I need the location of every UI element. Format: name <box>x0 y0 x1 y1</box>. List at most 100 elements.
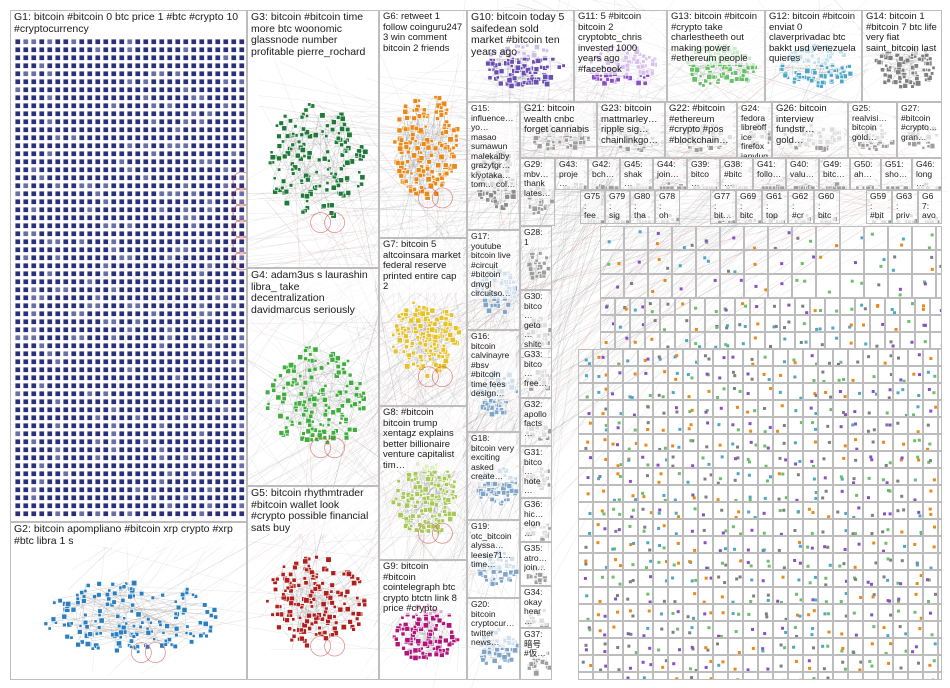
mini-cluster-cell[interactable] <box>878 468 893 485</box>
mini-cluster-cell[interactable] <box>653 468 668 485</box>
mini-cluster-cell[interactable] <box>758 536 773 553</box>
mini-cluster-cell[interactable] <box>593 383 608 400</box>
mini-cluster-cell[interactable] <box>638 366 653 383</box>
mini-cluster-cell[interactable] <box>893 655 908 672</box>
mini-cluster-cell[interactable] <box>623 621 638 638</box>
mini-cluster-cell[interactable] <box>600 332 615 349</box>
mini-cluster-cell[interactable] <box>672 274 696 298</box>
mini-cluster-cell[interactable] <box>893 536 908 553</box>
mini-cluster-cell[interactable] <box>623 655 638 672</box>
mini-cluster-cell[interactable] <box>870 332 885 349</box>
mini-cluster-cell[interactable] <box>683 655 698 672</box>
mini-cluster-cell[interactable] <box>848 366 863 383</box>
mini-cluster-cell[interactable] <box>638 536 653 553</box>
mini-cluster-cell[interactable] <box>645 332 660 349</box>
mini-cluster-cell[interactable] <box>713 434 728 451</box>
mini-cluster-cell[interactable] <box>878 349 893 366</box>
mini-cluster-cell[interactable] <box>938 366 942 383</box>
mini-cluster-cell[interactable] <box>864 250 888 274</box>
mini-cluster-cell[interactable] <box>792 250 816 274</box>
mini-cluster-cell[interactable] <box>938 672 942 680</box>
mini-cluster-cell[interactable] <box>698 621 713 638</box>
mini-cluster-cell[interactable] <box>578 672 593 680</box>
mini-cluster-cell[interactable] <box>683 366 698 383</box>
mini-cluster-cell[interactable] <box>698 383 713 400</box>
mini-cluster-cell[interactable] <box>803 468 818 485</box>
mini-cluster-cell[interactable] <box>758 621 773 638</box>
mini-cluster-cell[interactable] <box>878 417 893 434</box>
mini-cluster-cell[interactable] <box>863 621 878 638</box>
mini-cluster-cell[interactable] <box>893 468 908 485</box>
mini-cluster-cell[interactable] <box>750 315 765 332</box>
mini-cluster-cell[interactable] <box>938 536 942 553</box>
mini-cluster-cell[interactable] <box>720 315 735 332</box>
mini-cluster-cell[interactable] <box>878 366 893 383</box>
mini-cluster-cell[interactable] <box>728 383 743 400</box>
mini-cluster-cell[interactable] <box>608 536 623 553</box>
mini-cluster-cell[interactable] <box>578 417 593 434</box>
mini-cluster-cell[interactable] <box>788 604 803 621</box>
mini-cluster-cell[interactable] <box>923 400 938 417</box>
mini-cluster-cell[interactable] <box>855 298 870 315</box>
mini-cluster-cell[interactable] <box>608 366 623 383</box>
mini-cluster-cell[interactable] <box>848 434 863 451</box>
mini-cluster-cell[interactable] <box>803 536 818 553</box>
mini-cluster-cell[interactable] <box>848 672 863 680</box>
mini-cluster-cell[interactable] <box>683 451 698 468</box>
mini-cluster-cell[interactable] <box>863 383 878 400</box>
mini-cluster-cell[interactable] <box>912 250 936 274</box>
mini-cluster-cell[interactable] <box>818 638 833 655</box>
mini-cluster-cell[interactable] <box>645 315 660 332</box>
mini-cluster-cell[interactable] <box>578 638 593 655</box>
mini-cluster-cell[interactable] <box>863 417 878 434</box>
mini-cluster-cell[interactable] <box>773 502 788 519</box>
mini-cluster-cell[interactable] <box>623 434 638 451</box>
mini-cluster-cell[interactable] <box>743 485 758 502</box>
mini-cluster-cell[interactable] <box>788 468 803 485</box>
mini-cluster-cell[interactable] <box>788 638 803 655</box>
mini-cluster-cell[interactable] <box>728 417 743 434</box>
mini-cluster-cell[interactable] <box>698 570 713 587</box>
mini-cluster-cell[interactable] <box>863 468 878 485</box>
mini-cluster-cell[interactable] <box>788 451 803 468</box>
mini-cluster-cell[interactable] <box>863 570 878 587</box>
mini-cluster-cell[interactable] <box>675 298 690 315</box>
mini-cluster-cell[interactable] <box>885 315 900 332</box>
mini-cluster-cell[interactable] <box>864 226 888 250</box>
mini-cluster-cell[interactable] <box>938 434 942 451</box>
mini-cluster-cell[interactable] <box>848 485 863 502</box>
mini-cluster-cell[interactable] <box>743 621 758 638</box>
mini-cluster-cell[interactable] <box>653 349 668 366</box>
mini-cluster-cell[interactable] <box>915 298 930 315</box>
mini-cluster-cell[interactable] <box>788 502 803 519</box>
mini-cluster-cell[interactable] <box>818 502 833 519</box>
mini-cluster-cell[interactable] <box>780 315 795 332</box>
mini-cluster-cell[interactable] <box>888 250 912 274</box>
mini-cluster-cell[interactable] <box>833 417 848 434</box>
mini-cluster-cell[interactable] <box>863 349 878 366</box>
mini-cluster-cell[interactable] <box>743 638 758 655</box>
mini-cluster-cell[interactable] <box>653 570 668 587</box>
mini-cluster-cell[interactable] <box>938 604 942 621</box>
mini-cluster-cell[interactable] <box>743 604 758 621</box>
mini-cluster-cell[interactable] <box>864 274 888 298</box>
mini-cluster-cell[interactable] <box>675 332 690 349</box>
mini-cluster-cell[interactable] <box>810 332 825 349</box>
mini-cluster-cell[interactable] <box>593 468 608 485</box>
mini-cluster-cell[interactable] <box>908 536 923 553</box>
mini-cluster-cell[interactable] <box>668 400 683 417</box>
mini-cluster-cell[interactable] <box>743 587 758 604</box>
mini-cluster-cell[interactable] <box>768 274 792 298</box>
mini-cluster-cell[interactable] <box>908 672 923 680</box>
mini-cluster-cell[interactable] <box>675 315 690 332</box>
mini-cluster-cell[interactable] <box>773 604 788 621</box>
mini-cluster-cell[interactable] <box>713 485 728 502</box>
mini-cluster-cell[interactable] <box>908 604 923 621</box>
mini-cluster-cell[interactable] <box>668 485 683 502</box>
mini-cluster-cell[interactable] <box>923 519 938 536</box>
mini-cluster-cell[interactable] <box>908 570 923 587</box>
mini-cluster-cell[interactable] <box>623 553 638 570</box>
mini-cluster-cell[interactable] <box>653 400 668 417</box>
mini-cluster-cell[interactable] <box>683 468 698 485</box>
mini-cluster-cell[interactable] <box>833 638 848 655</box>
